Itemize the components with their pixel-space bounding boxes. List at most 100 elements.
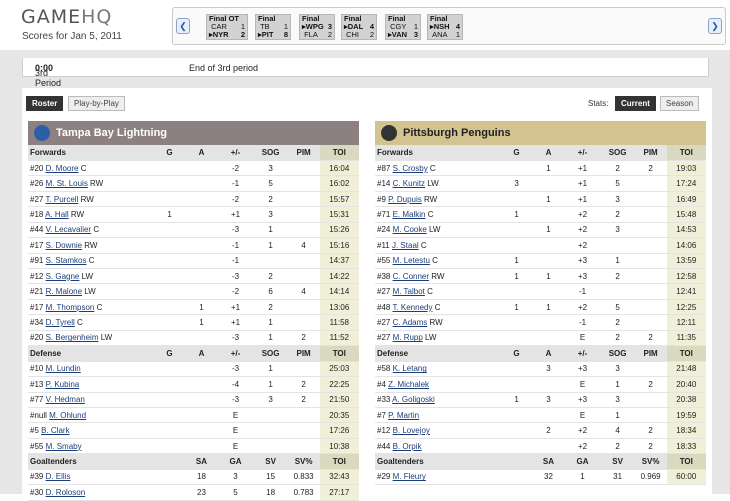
player-link[interactable]: D. Ellis bbox=[45, 472, 71, 482]
player-link[interactable]: B. Clark bbox=[41, 426, 70, 436]
stat-value bbox=[185, 376, 218, 393]
ticker-game[interactable]: Final OT CAR 1 ▸NYR 2 bbox=[206, 14, 248, 40]
ticker-team: TB bbox=[258, 22, 270, 31]
player-link[interactable]: A. Hall bbox=[45, 209, 69, 219]
stat-value bbox=[153, 237, 186, 254]
time-on-ice: 22:25 bbox=[319, 376, 359, 393]
player-link[interactable]: Z. Michalek bbox=[388, 379, 430, 389]
ticker-game[interactable]: Final TB 1 ▸PIT 8 bbox=[255, 14, 291, 40]
player-link[interactable]: C. Adams bbox=[392, 318, 428, 328]
player-position: C bbox=[425, 209, 434, 219]
column-header: SOG bbox=[600, 345, 635, 362]
stat-value bbox=[634, 283, 667, 300]
player-link[interactable]: D. Tyrell bbox=[45, 318, 75, 328]
player-link[interactable]: S. Stamkos bbox=[45, 256, 87, 266]
ticker-game[interactable]: Final ▸WPG 3 FLA 2 bbox=[299, 14, 335, 40]
player-link[interactable]: P. Kubina bbox=[45, 379, 80, 389]
jersey-number: #11 bbox=[377, 240, 392, 250]
ticker-team-row: FLA 2 bbox=[302, 31, 332, 39]
period-status: End of 3rd period bbox=[189, 63, 259, 73]
column-header: SA bbox=[532, 453, 565, 470]
player-link[interactable]: A. Goligoski bbox=[392, 395, 435, 405]
column-header: +/- bbox=[217, 145, 254, 161]
ticker-prev-button[interactable]: ❮ bbox=[176, 18, 190, 34]
player-link[interactable]: J. Staal bbox=[391, 240, 419, 250]
stat-value bbox=[153, 283, 186, 300]
stat-value: 1 bbox=[532, 299, 565, 316]
tab-play-by-play[interactable]: Play-by-Play bbox=[68, 96, 125, 111]
stat-value: 2 bbox=[532, 422, 565, 439]
player-link[interactable]: S. Crosby bbox=[392, 163, 428, 173]
player-link[interactable]: M. Thompson bbox=[45, 302, 95, 312]
stat-value: +1 bbox=[217, 206, 254, 223]
column-header: TOI bbox=[319, 345, 359, 362]
player-link[interactable]: M. Cooke bbox=[392, 225, 427, 235]
ticker-score: 2 bbox=[327, 30, 332, 39]
stat-value: E bbox=[564, 330, 601, 347]
player-link[interactable]: S. Gagne bbox=[45, 271, 80, 281]
time-on-ice: 12:11 bbox=[666, 314, 706, 331]
stat-value: 1 bbox=[500, 253, 533, 270]
time-on-ice: 14:37 bbox=[319, 253, 359, 270]
player-link[interactable]: M. Lundin bbox=[45, 364, 81, 374]
player-link[interactable]: V. Hedman bbox=[45, 395, 85, 405]
stat-value: 5 bbox=[600, 175, 635, 192]
player-row: #5 B. Clark E 17:26 bbox=[28, 422, 359, 439]
player-link[interactable]: D. Roloson bbox=[45, 487, 86, 497]
stat-value: 1 bbox=[185, 299, 218, 316]
time-on-ice: 12:41 bbox=[666, 283, 706, 300]
player-link[interactable]: P. Dupuis bbox=[388, 194, 422, 204]
time-on-ice: 19:03 bbox=[666, 160, 706, 177]
player-link[interactable]: M. Smaby bbox=[45, 441, 82, 451]
stat-value bbox=[185, 392, 218, 408]
gamehq-logo[interactable]: GAMEHQ bbox=[21, 6, 112, 28]
player-link[interactable]: V. Lecavalier bbox=[45, 225, 92, 235]
stat-value: 4 bbox=[287, 237, 320, 254]
player-link[interactable]: P. Martin bbox=[388, 410, 420, 420]
player-link[interactable]: M. Rupp bbox=[392, 333, 423, 343]
player-link[interactable]: E. Malkin bbox=[392, 209, 426, 219]
section-title: Defense bbox=[28, 345, 154, 362]
player-link[interactable]: S. Downie bbox=[45, 240, 83, 250]
stats-current-button[interactable]: Current bbox=[615, 96, 656, 111]
player-link[interactable]: B. Lovejoy bbox=[392, 426, 430, 436]
player-link[interactable]: M. Letestu bbox=[392, 256, 430, 266]
jersey-number: #44 bbox=[30, 225, 46, 235]
stat-value bbox=[287, 299, 320, 316]
ticker-game[interactable]: Final CGY 1 ▸VAN 3 bbox=[385, 14, 421, 40]
player-link[interactable]: B. Orpik bbox=[392, 441, 422, 451]
player-link[interactable]: M. Talbot bbox=[392, 287, 425, 297]
stat-value bbox=[153, 469, 186, 486]
time-on-ice: 16:04 bbox=[319, 160, 359, 177]
player-position: C bbox=[424, 287, 433, 297]
player-link[interactable]: M. St. Louis bbox=[45, 179, 88, 189]
player-link[interactable]: R. Malone bbox=[45, 287, 83, 297]
stat-value: 1 bbox=[532, 160, 565, 177]
player-link[interactable]: M. Fleury bbox=[392, 472, 426, 482]
jersey-number: #5 bbox=[30, 426, 42, 436]
stat-value: 18 bbox=[185, 469, 218, 486]
player-link[interactable]: T. Purcell bbox=[45, 194, 79, 204]
ticker-game[interactable]: Final ▸DAL 4 CHI 2 bbox=[341, 14, 377, 40]
ticker-game[interactable]: Final ▸NSH 4 ANA 1 bbox=[427, 14, 463, 40]
stat-value: 1 bbox=[153, 206, 186, 223]
player-link[interactable]: C. Conner bbox=[392, 271, 430, 281]
ticker-next-button[interactable]: ❯ bbox=[708, 18, 722, 34]
stat-value bbox=[287, 206, 320, 223]
stat-value: +2 bbox=[564, 222, 601, 239]
player-link[interactable]: T. Kennedy bbox=[392, 302, 433, 312]
stats-season-button[interactable]: Season bbox=[660, 96, 700, 111]
player-link[interactable]: D. Moore bbox=[45, 163, 79, 173]
stat-value: +2 bbox=[564, 206, 601, 223]
stat-value: 2 bbox=[600, 160, 635, 177]
player-link[interactable]: K. Letang bbox=[392, 364, 427, 374]
player-link[interactable]: C. Kunitz bbox=[392, 179, 426, 189]
player-link[interactable]: M. Ohlund bbox=[49, 410, 87, 420]
stat-value: 3 bbox=[532, 361, 565, 378]
ticker-team: ▸PIT bbox=[258, 30, 274, 39]
player-cell: #27 M. Talbot C bbox=[375, 283, 501, 300]
stat-value bbox=[185, 330, 218, 347]
ticker-team: ▸DAL bbox=[344, 22, 364, 31]
tab-roster[interactable]: Roster bbox=[26, 96, 64, 111]
player-link[interactable]: S. Bergenheim bbox=[45, 333, 99, 343]
